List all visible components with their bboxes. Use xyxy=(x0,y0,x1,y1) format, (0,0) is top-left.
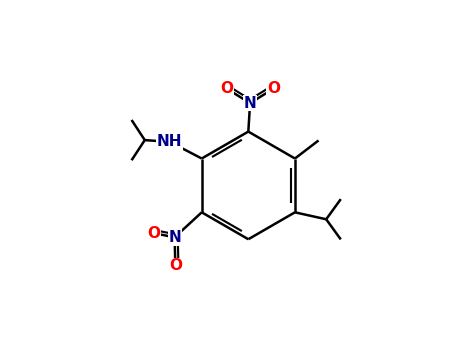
Text: O: O xyxy=(267,81,280,96)
Text: NH: NH xyxy=(157,134,182,149)
Text: O: O xyxy=(169,258,182,273)
Text: N: N xyxy=(244,96,257,111)
Text: O: O xyxy=(147,226,160,241)
Text: N: N xyxy=(168,230,181,245)
Text: O: O xyxy=(220,81,233,96)
